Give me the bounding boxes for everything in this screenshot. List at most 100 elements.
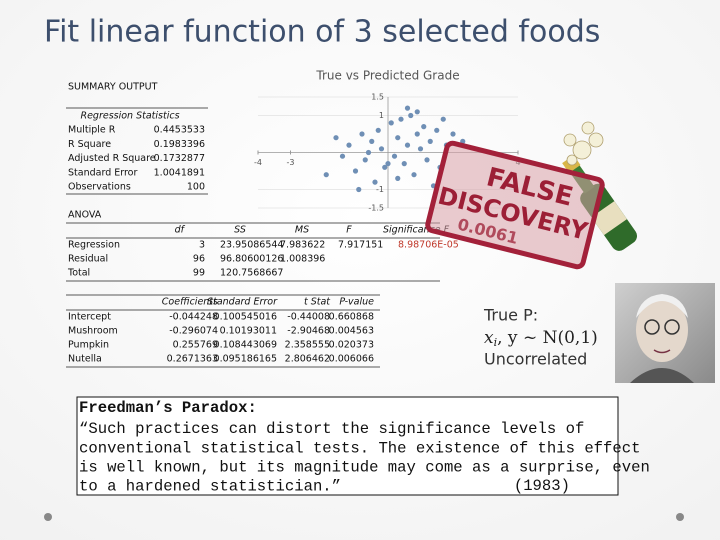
truth-note: Uncorrelated [484,350,587,369]
table-rules [66,107,440,368]
coef-label: Nutella [68,354,102,365]
anova-header: Significance F [383,225,450,236]
anova-cell: 8.98706E-05 [398,240,459,251]
point [359,131,365,137]
bullet-decor [676,513,684,521]
anova-cell: 99 [193,268,205,279]
anova-cell: 3 [199,240,205,251]
coef-label: Intercept [68,312,111,323]
point [434,127,440,133]
coef-cell: 0.2671363 [167,354,218,365]
anova-header: MS [295,225,309,236]
stamp: FALSE DISCOVERY 0.0061 [425,140,605,270]
point [408,112,414,119]
coef-cell: -0.044248 [169,312,218,323]
coef-cell: -0.296074 [169,326,218,337]
point [385,161,391,167]
stat-value: 1.0041891 [154,167,205,178]
point [401,161,407,167]
coef-cell: 0.020373 [329,340,374,351]
stat-value: 100 [187,182,205,193]
tables: Multiple R 0.4453533 R Square 0.1983396 Adju… [67,125,459,365]
point [369,138,375,144]
stat-value: 0.4453533 [154,125,205,136]
point [414,131,420,137]
coef-header: t Stat [304,297,331,308]
point [346,142,352,148]
stat-label: Standard Error [68,167,137,178]
quote-line: conventional statistical tests. The exis… [79,439,640,457]
stat-label: Adjusted R Square [68,153,156,164]
point [365,149,372,156]
point [395,175,401,181]
point [378,146,385,152]
point [356,186,362,193]
portrait [615,283,715,383]
y-tick-label: -1.5 [368,204,384,213]
point [411,172,417,178]
slide-title: Fit linear function of 3 selected foods [44,15,600,50]
point [395,135,401,141]
coef-cell: 0.006066 [329,354,374,365]
coef-cell: 0.100545016 [214,312,277,323]
coef-label: Mushroom [68,326,118,337]
y-tick-label: 1.5 [371,93,384,102]
point [417,146,424,152]
coef-cell: 2.358555 [285,340,330,351]
anova-header: SS [234,225,246,236]
stat-label: Multiple R [68,125,116,136]
formula-rest: , y ~ N(0,1) [497,328,598,348]
chart-title: True vs Predicted Grade [315,69,459,83]
stat-value: 0.1983396 [154,139,205,150]
x-tick-label: -4 [254,158,262,167]
coef-header: P-value [339,297,374,308]
stat-value: 0.1732877 [154,153,205,164]
point [421,124,427,130]
truth-formula: xi, y ~ N(0,1) [484,328,598,350]
anova-cell: 120.7568667 [220,268,283,279]
coef-cell: -0.44008 [287,312,330,323]
point [323,172,329,178]
anova-label: Residual [68,254,108,265]
coef-label: Pumpkin [68,340,109,351]
stat-label: R Square [68,139,111,150]
y-tick-label: 1 [379,111,384,120]
point [388,120,394,126]
formula-var: x [484,328,494,348]
point [404,105,411,111]
point [391,153,398,159]
truth-heading: True P: [483,306,538,325]
bullet-decor [44,513,52,521]
point [440,116,446,122]
point [339,153,346,159]
x-tick-label: -3 [287,158,295,167]
anova-cell: 23.95086544 [220,240,283,251]
anova-label: Total [67,268,90,279]
quote-heading: Freedman’s Paradox: [79,399,257,417]
anova-cell: 1.008396 [280,254,325,265]
stat-label: Observations [68,182,131,193]
anova-label: Regression [68,240,120,251]
point [414,109,420,115]
coef-header: Standard Error [207,297,278,308]
point [398,116,404,122]
quote-box [76,396,619,496]
point [362,157,368,163]
stats-header: Regression Statistics [80,111,179,122]
anova-label: ANOVA [68,210,102,221]
point [424,157,430,163]
coef-cell: 0.108443069 [214,340,277,351]
quote-line: to a hardened statistician.” [79,478,341,496]
anova-cell: 7.983622 [280,240,325,251]
coef-cell: 2.806462 [285,354,330,365]
anova-cell: 7.917151 [338,240,383,251]
scatter-chart: True vs Predicted Grade -1.5-111.5-4-34 [254,69,521,213]
y-tick-label: -1 [376,185,384,194]
coef-cell: 0.10193011 [220,326,277,337]
point [375,127,381,133]
quote-line: is well known, but its magnitude may com… [79,459,650,477]
anova-header: F [346,225,352,236]
point [382,164,388,170]
anova-header: df [175,225,186,236]
